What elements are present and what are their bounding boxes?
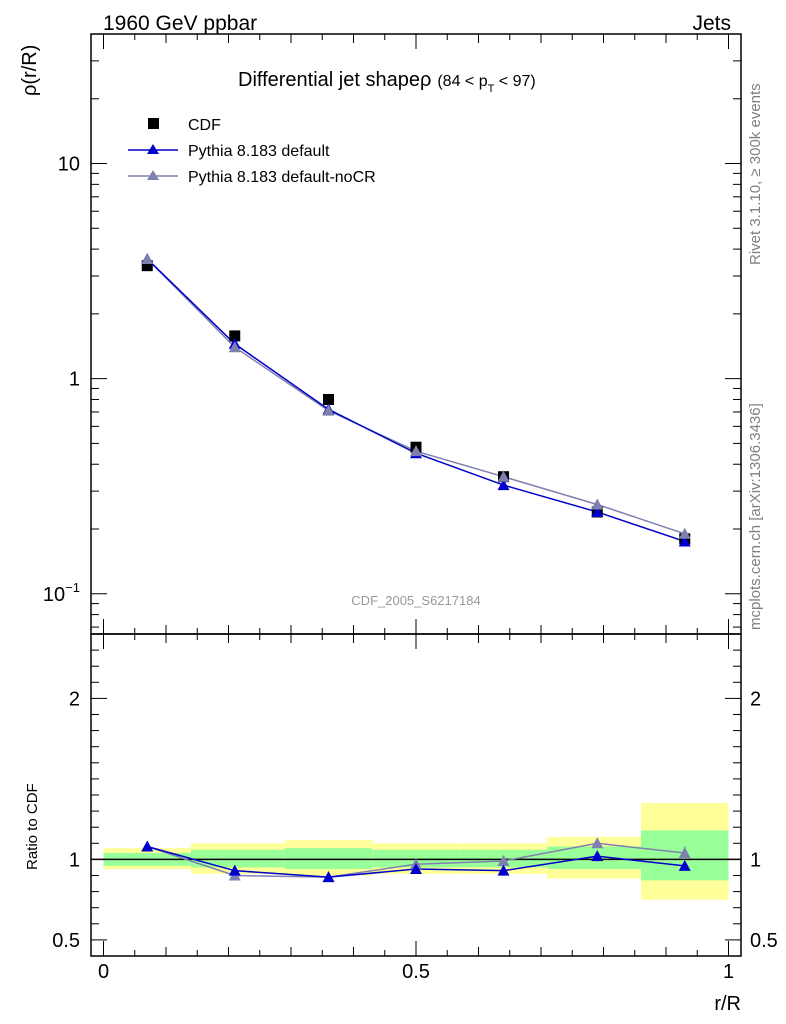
plot-title-cut-close: < 97) [494, 73, 535, 90]
legend-item-nocr: Pythia 8.183 default-noCR [128, 169, 376, 186]
ratio-point-default [228, 864, 241, 876]
data-point-cdf [141, 260, 153, 272]
series-line-nocr [146, 258, 685, 535]
data-point-nocr [678, 527, 691, 539]
band-inner [191, 849, 285, 868]
ratio-point-default [497, 864, 510, 876]
main-series [141, 252, 691, 547]
main-y-axis-title: ρ(r/R) [19, 45, 41, 96]
ratio-panel: 0.5 0.5 1 1 2 2 0 0.5 1 [52, 633, 778, 983]
ratio-tick-labels: 0.5 0.5 1 1 2 2 0 0.5 1 [52, 688, 778, 983]
ratio-point-nocr [591, 837, 604, 849]
plot-title-cut-sub: T [488, 83, 495, 95]
process-label: Jets [692, 12, 731, 35]
y-tick-label-base: 10 [43, 584, 65, 606]
ratio-point-default [322, 871, 335, 883]
legend: CDF Pythia 8.183 default Pythia 8.183 de… [128, 117, 376, 186]
ratio-frame [90, 633, 742, 957]
ratio-point-default [141, 840, 154, 852]
main-axis-ticks [91, 33, 741, 634]
ratio-y-tick-label-right: 2 [750, 688, 761, 710]
legend-item-default: Pythia 8.183 default [128, 143, 330, 160]
series-line-default [146, 258, 685, 543]
ratio-point-default [678, 859, 691, 871]
ratio-point-default [410, 863, 422, 875]
ratio-point-nocr [497, 855, 510, 867]
analysis-id: CDF_2005_S6217184 [351, 593, 480, 608]
legend-item-cdf: CDF [148, 117, 221, 134]
x-tick-label: 0 [98, 961, 109, 983]
y-tick-label: 10 [58, 154, 80, 176]
ratio-y-tick-label-left: 1 [69, 849, 80, 871]
x-tick-label: 1 [723, 961, 734, 983]
uncertainty-bands [103, 803, 729, 900]
legend-marker-cdf [148, 118, 159, 129]
ratio-y-tick-label-left: 2 [69, 688, 80, 710]
data-point-nocr [141, 252, 154, 264]
legend-marker-default [147, 144, 159, 154]
data-point-cdf [323, 393, 334, 405]
data-point-nocr [322, 404, 335, 416]
plot-title: Differential jet shapeρ (84 < pT < 97) [238, 69, 536, 95]
x-tick-label: 0.5 [402, 961, 430, 983]
y-tick-label-exponent: −1 [65, 580, 80, 595]
ratio-y-axis-title: Ratio to CDF [24, 783, 41, 870]
ratio-y-tick-label-left: 0.5 [52, 930, 80, 952]
data-point-cdf [229, 330, 241, 342]
data-point-nocr [228, 341, 241, 353]
data-point-default [497, 479, 510, 491]
ratio-y-tick-label-right: 1 [750, 849, 761, 871]
y-tick-label: 10−1 [43, 580, 80, 606]
ratio-series [141, 837, 691, 883]
ratio-axis-ticks [91, 633, 741, 957]
mcplots-label: mcplots.cern.ch [arXiv:1306.3436] [747, 403, 764, 630]
ratio-y-tick-label-right: 0.5 [750, 930, 778, 952]
ratio-point-nocr [678, 846, 691, 858]
data-point-nocr [497, 470, 510, 482]
data-point-nocr [591, 498, 604, 510]
ratio-point-default [591, 850, 604, 862]
band-inner [284, 848, 373, 870]
y-tick-label: 1 [69, 369, 80, 391]
legend-label-nocr: Pythia 8.183 default-noCR [188, 169, 376, 186]
data-point-default [591, 505, 604, 517]
plot-title-cut-open: (84 < p [437, 73, 487, 90]
rivet-label: Rivet 3.1.10, ≥ 300k events [747, 83, 764, 265]
data-point-default [678, 535, 691, 547]
plot-title-main: Differential jet shapeρ [238, 69, 431, 91]
legend-label-default: Pythia 8.183 default [188, 143, 330, 160]
legend-label-cdf: CDF [188, 117, 221, 134]
energy-label: 1960 GeV ppbar [103, 12, 257, 35]
x-axis-title: r/R [714, 993, 741, 1015]
data-point-nocr [410, 445, 422, 457]
legend-marker-nocr [147, 170, 159, 180]
